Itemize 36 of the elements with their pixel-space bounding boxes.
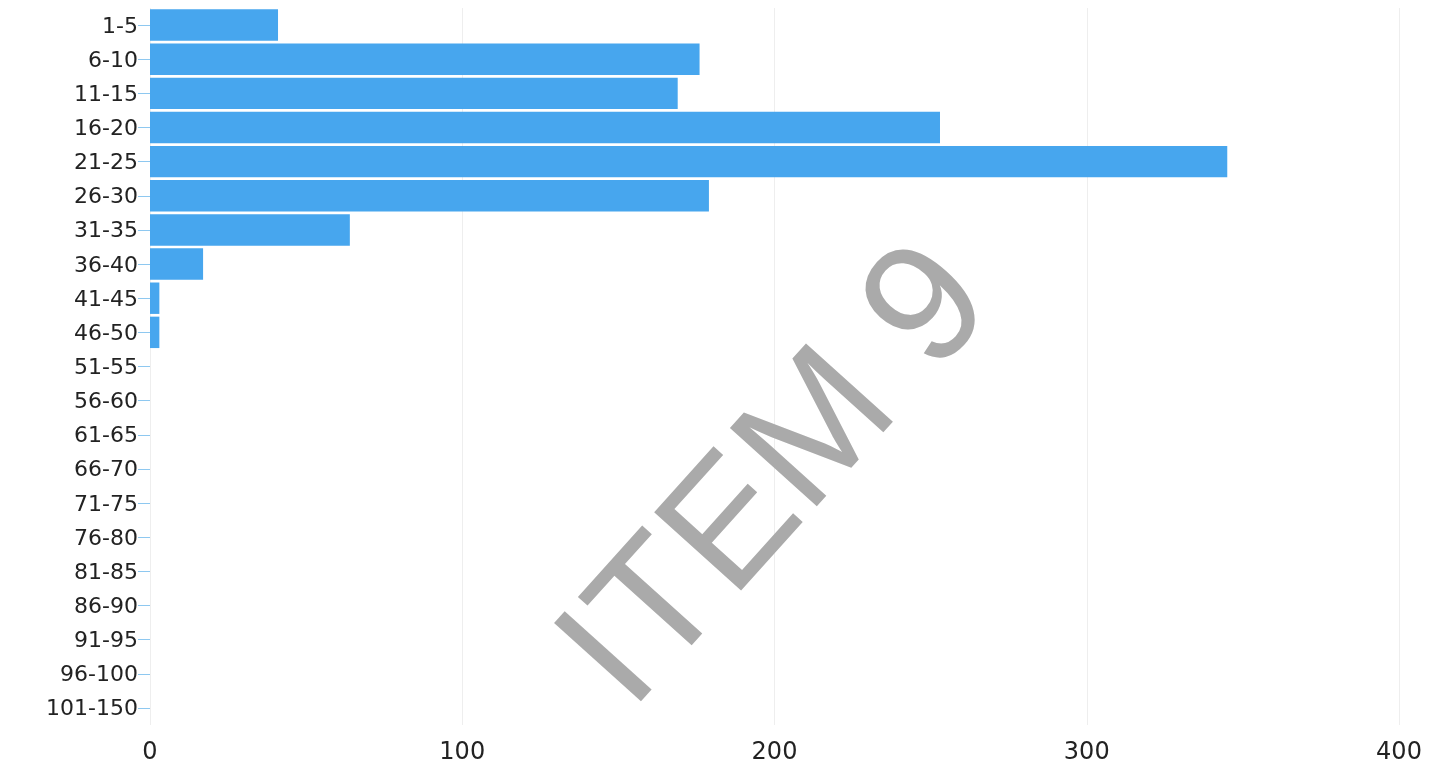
x-tick-label: 400	[1376, 737, 1422, 765]
bar	[150, 9, 279, 41]
bar	[150, 145, 1228, 178]
y-tick-label: 101-150	[46, 695, 138, 721]
y-tick-label: 21-25	[74, 149, 138, 175]
x-tick-label: 300	[1063, 737, 1110, 765]
y-tick-label: 36-40	[74, 251, 138, 277]
y-tick-label: 1-5	[102, 12, 138, 38]
y-tick-label: 76-80	[74, 524, 138, 550]
y-tick-label: 56-60	[74, 388, 138, 414]
bar	[150, 77, 678, 110]
y-tick-label: 91-95	[74, 627, 138, 653]
bar	[150, 248, 204, 280]
bar	[150, 43, 700, 75]
y-tick-label: 71-75	[74, 490, 138, 516]
y-tick-label: 41-45	[74, 285, 138, 311]
y-tick-label: 66-70	[74, 456, 138, 482]
x-tick-label: 0	[142, 737, 158, 765]
y-tick-label: 96-100	[60, 661, 138, 687]
x-tick-label: 100	[439, 737, 486, 765]
bar	[150, 214, 350, 246]
bar	[150, 111, 940, 144]
y-tick-label: 6-10	[88, 46, 138, 72]
y-tick-label: 51-55	[74, 354, 138, 379]
y-tick-label: 31-35	[74, 217, 138, 243]
bar	[150, 282, 160, 314]
y-tick-label: 26-30	[74, 183, 138, 209]
bar	[150, 180, 709, 212]
y-tick-label: 11-15	[74, 80, 138, 106]
y-tick-label: 16-20	[74, 115, 138, 140]
y-tick-label: 61-65	[74, 422, 138, 448]
y-tick-label: 81-85	[74, 558, 138, 584]
x-tick-label: 200	[751, 737, 798, 765]
bar	[150, 316, 160, 349]
y-tick-label: 46-50	[74, 319, 138, 345]
y-tick-label: 86-90	[74, 593, 138, 618]
